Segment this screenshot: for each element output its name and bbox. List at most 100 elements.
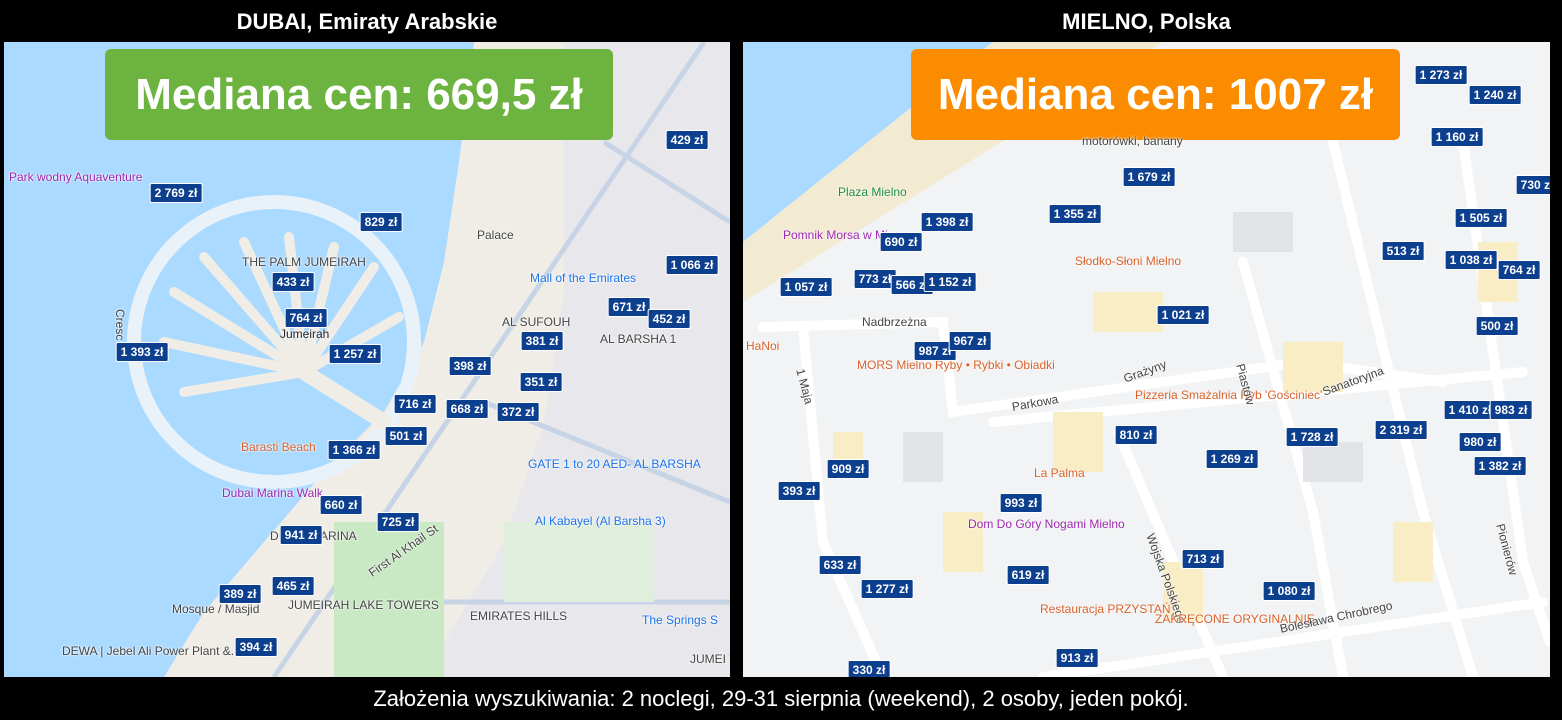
price-marker[interactable]: 1 038 zł	[1444, 250, 1498, 270]
price-marker[interactable]: 501 zł	[384, 426, 428, 446]
place-label: Słodko-Słoni Mielno	[1075, 254, 1182, 268]
place-label: HaNoi	[746, 339, 780, 353]
price-marker[interactable]: 433 zł	[271, 272, 315, 292]
place-label: Mall of the Emirates	[530, 271, 637, 285]
price-marker[interactable]: 671 zł	[607, 297, 651, 317]
price-marker[interactable]: 993 zł	[999, 493, 1043, 513]
place-label: Jumeirah	[280, 327, 330, 341]
price-marker[interactable]: 1 066 zł	[665, 255, 719, 275]
price-marker[interactable]: 1 355 zł	[1048, 204, 1102, 224]
price-marker[interactable]: 1 160 zł	[1430, 127, 1484, 147]
map-background	[4, 42, 730, 677]
price-marker[interactable]: 1 269 zł	[1205, 449, 1259, 469]
price-marker[interactable]: 500 zł	[1475, 316, 1519, 336]
price-marker[interactable]: 941 zł	[279, 525, 323, 545]
price-marker[interactable]: 351 zł	[519, 372, 563, 392]
price-marker[interactable]: 983 zł	[1489, 400, 1533, 420]
price-marker[interactable]: 398 zł	[448, 356, 492, 376]
price-marker[interactable]: 730 zł	[1515, 175, 1550, 195]
price-marker[interactable]: 668 zł	[445, 399, 489, 419]
price-marker[interactable]: 1 021 zł	[1156, 305, 1210, 325]
price-marker[interactable]: 393 zł	[777, 481, 821, 501]
footer-note: Założenia wyszukiwania: 2 noclegi, 29-31…	[373, 686, 1189, 711]
place-label: THE PALM JUMEIRAH	[242, 255, 366, 269]
place-label: ZAKRĘCONE ORYGINALNIE	[1155, 612, 1315, 626]
map-background	[743, 42, 1550, 677]
price-marker[interactable]: 810 zł	[1114, 425, 1158, 445]
place-label: Dom Do Góry Nogami Mielno	[968, 517, 1125, 531]
price-marker[interactable]: 1 257 zł	[328, 344, 382, 364]
place-label: GATE 1 to 20 AED- AL BARSHA	[528, 457, 701, 471]
price-marker[interactable]: 465 zł	[271, 576, 315, 596]
median-badge: Mediana cen: 669,5 zł	[105, 49, 613, 140]
price-marker[interactable]: 1 080 zł	[1262, 581, 1316, 601]
median-badge: Mediana cen: 1007 zł	[911, 49, 1400, 140]
price-marker[interactable]: 372 zł	[496, 402, 540, 422]
place-label: EMIRATES HILLS	[470, 609, 568, 623]
price-marker[interactable]: 1 728 zł	[1285, 427, 1339, 447]
price-marker[interactable]: 909 zł	[826, 459, 870, 479]
price-marker[interactable]: 381 zł	[520, 331, 564, 351]
price-marker[interactable]: 913 zł	[1055, 648, 1099, 668]
price-marker[interactable]: 1 393 zł	[115, 342, 169, 362]
place-label: Cresc	[113, 309, 127, 341]
place-label: DEWA | Jebel Ali Power Plant &...	[62, 644, 241, 658]
price-marker[interactable]: 829 zł	[359, 212, 403, 232]
map-mielno[interactable]: Mediana cen: 1007 zł Plaza Mielno Pomnik …	[743, 42, 1550, 677]
panel-title: MIELNO, Polska	[1062, 9, 1231, 34]
place-label: JUMEIRAH LAKE TOWERS	[288, 598, 439, 612]
price-marker[interactable]: 713 zł	[1181, 549, 1225, 569]
price-marker[interactable]: 1 240 zł	[1468, 85, 1522, 105]
place-label: Mosque / Masjid	[172, 602, 260, 616]
price-marker[interactable]: 773 zł	[853, 269, 897, 289]
price-marker[interactable]: 1 410 zł	[1443, 400, 1497, 420]
place-label: AL BARSHA 1	[600, 332, 677, 346]
price-marker[interactable]: 452 zł	[647, 309, 691, 329]
place-label: La Palma	[1034, 466, 1085, 480]
place-label: Restauracja PRZYSTAŃ	[1040, 602, 1171, 616]
price-marker[interactable]: 513 zł	[1381, 241, 1425, 261]
price-marker[interactable]: 566 zł	[890, 275, 934, 295]
price-marker[interactable]: 2 769 zł	[149, 183, 203, 203]
place-label: Park wodny Aquaventure	[9, 170, 143, 184]
price-marker[interactable]: 716 zł	[393, 394, 437, 414]
price-marker[interactable]: 764 zł	[1497, 260, 1541, 280]
price-marker[interactable]: 1 382 zł	[1473, 456, 1527, 476]
price-marker[interactable]: 1 277 zł	[860, 579, 914, 599]
price-marker[interactable]: 1 057 zł	[779, 277, 833, 297]
price-marker[interactable]: 1 398 zł	[920, 212, 974, 232]
price-marker[interactable]: 330 zł	[847, 660, 891, 677]
price-marker[interactable]: 690 zł	[879, 232, 923, 252]
price-marker[interactable]: 1 366 zł	[327, 440, 381, 460]
price-marker[interactable]: 394 zł	[234, 637, 278, 657]
price-marker[interactable]: 2 319 zł	[1374, 420, 1428, 440]
place-label: Dubai Marina Walk	[222, 486, 323, 500]
price-marker[interactable]: 1 152 zł	[923, 272, 977, 292]
place-label: AL SUFOUH	[502, 315, 571, 329]
place-label: motorówki, banany	[1082, 134, 1183, 148]
place-label: Nadbrzeżna	[862, 315, 927, 329]
panel-title: DUBAI, Emiraty Arabskie	[236, 9, 498, 34]
price-marker[interactable]: 987 zł	[913, 341, 957, 361]
price-marker[interactable]: 619 zł	[1006, 565, 1050, 585]
price-marker[interactable]: 725 zł	[376, 512, 420, 532]
place-label: Pomnik Morsa w Mi...	[783, 228, 898, 242]
price-marker[interactable]: 1 505 zł	[1454, 208, 1508, 228]
place-label: The Springs S	[642, 613, 719, 627]
price-marker[interactable]: 1 679 zł	[1122, 167, 1176, 187]
place-label: JUMEI VILLAGE	[690, 652, 730, 666]
price-marker[interactable]: 429 zł	[665, 130, 709, 150]
place-label: MORS Mielno Ryby • Rybki • Obiadki	[857, 358, 1055, 372]
place-label: Palace	[477, 228, 514, 242]
place-label: Plaza Mielno	[838, 185, 907, 199]
price-marker[interactable]: 633 zł	[818, 555, 862, 575]
place-label: Al Kabayel (Al Barsha 3)	[535, 514, 666, 528]
price-marker[interactable]: 980 zł	[1458, 432, 1502, 452]
price-marker[interactable]: 389 zł	[218, 584, 262, 604]
price-marker[interactable]: 660 zł	[319, 495, 363, 515]
price-marker[interactable]: 967 zł	[948, 331, 992, 351]
price-marker[interactable]: 1 273 zł	[1414, 65, 1468, 85]
price-marker[interactable]: 764 zł	[284, 308, 328, 328]
map-dubai[interactable]: Mediana cen: 669,5 zł Park wodny Aquaven…	[4, 42, 730, 677]
